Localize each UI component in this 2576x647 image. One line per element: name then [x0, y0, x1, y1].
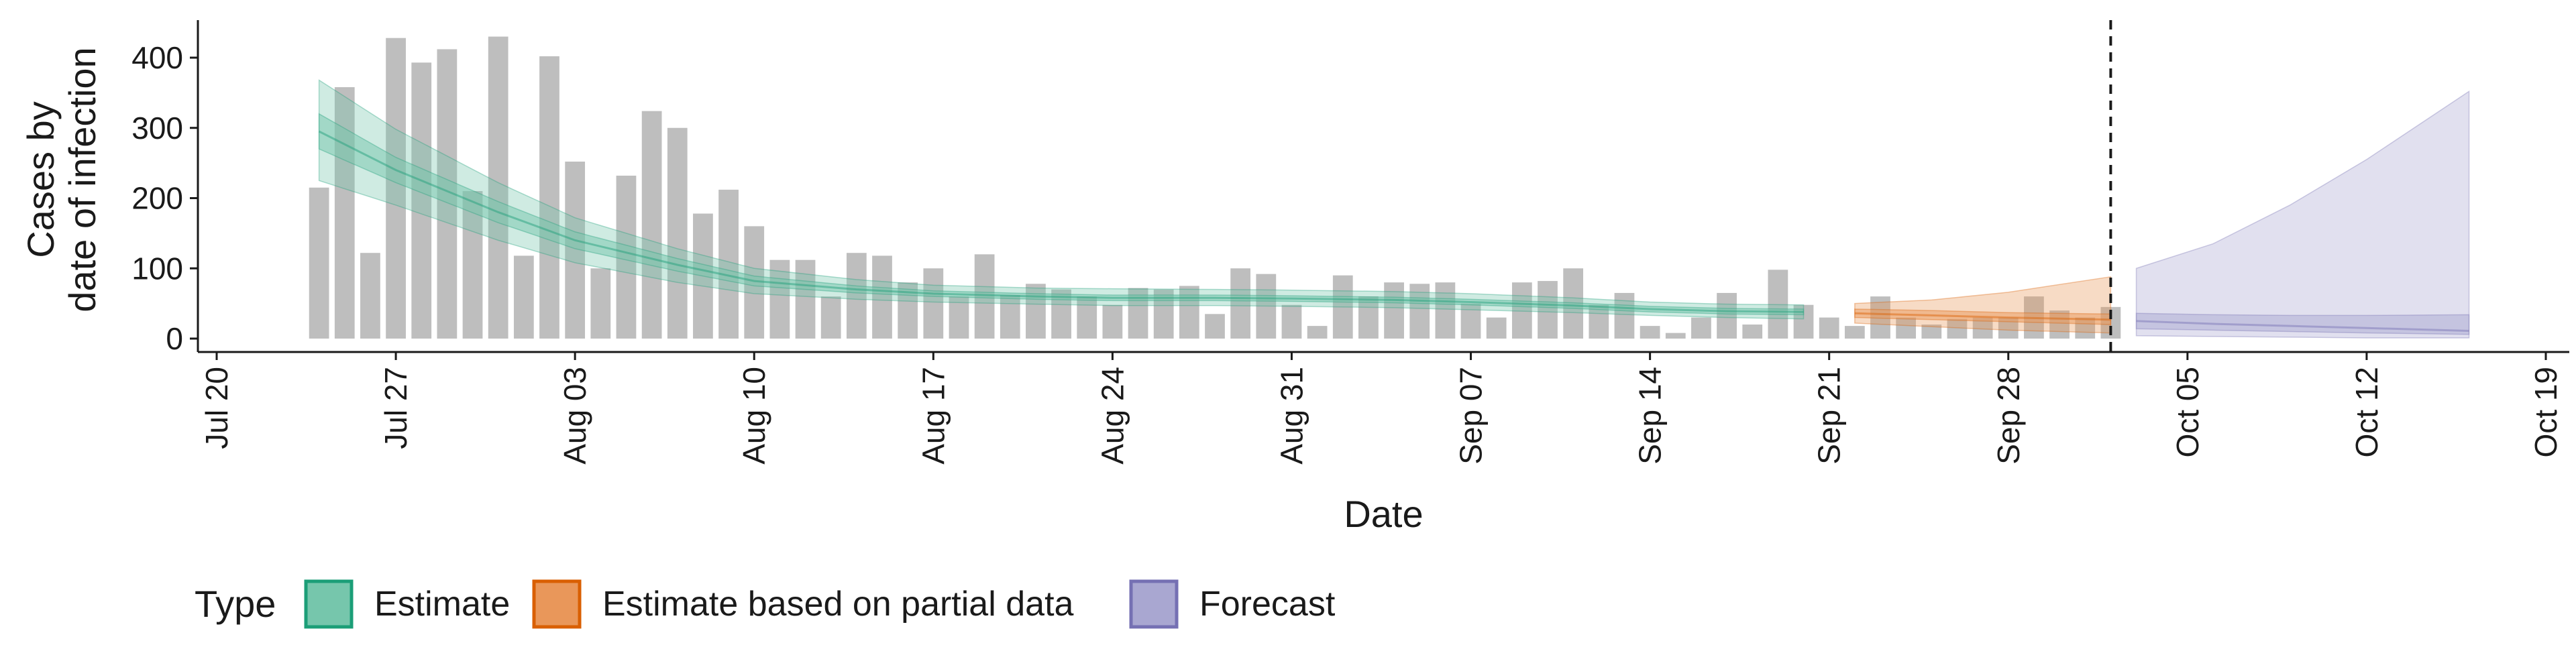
bar-2020-09-21	[1819, 317, 1839, 339]
bar-2020-08-23	[1077, 296, 1097, 339]
bar-2020-09-18	[1742, 325, 1763, 339]
forecast-ribbon-50	[2135, 312, 2470, 335]
bar-2020-08-11	[769, 259, 790, 339]
bar-2020-08-28	[1205, 314, 1225, 339]
x-tick-label-2020-08-03: Aug 03	[557, 367, 592, 465]
y-axis-title-line-1: Cases by	[19, 101, 62, 257]
bar-2020-07-31	[488, 36, 508, 339]
reported-cases-bars	[309, 36, 2121, 339]
bar-2020-07-30	[462, 191, 483, 339]
bar-2020-09-05	[1409, 284, 1430, 339]
bar-2020-09-14	[1640, 326, 1660, 339]
bar-2020-09-16	[1691, 317, 1711, 339]
legend-label-3: Forecast	[1199, 585, 1336, 624]
x-tick-label-2020-09-21: Sep 21	[1812, 367, 1847, 465]
bar-2020-08-09	[718, 189, 739, 339]
y-tick-label-100: 100	[131, 251, 183, 286]
axes: 0 100 200 300 400 Jul 20 Jul 27 Aug 03 Aug 10 Aug…	[19, 20, 2569, 535]
bar-2020-09-26	[1947, 318, 1968, 339]
estimate-ribbon-50	[318, 113, 1805, 316]
x-tick-label-2020-10-12: Oct 12	[2349, 367, 2384, 458]
bar-2020-09-06	[1435, 282, 1456, 339]
bar-2020-09-12	[1589, 304, 1609, 339]
bar-2020-09-25	[1921, 325, 1942, 339]
bar-2020-09-01	[1307, 326, 1328, 339]
bar-2020-09-07	[1460, 303, 1481, 339]
x-tick-label-2020-09-14: Sep 14	[1633, 367, 1668, 465]
bar-2020-09-19	[1768, 270, 1788, 339]
bar-2020-08-18	[949, 296, 969, 339]
legend: Type Estimate Estimate based on partial da…	[195, 579, 1336, 629]
x-tick-label-2020-07-27: Jul 27	[378, 367, 413, 449]
bar-2020-09-02	[1332, 275, 1353, 339]
bar-2020-08-06	[641, 111, 662, 339]
legend-label-2: Estimate based on partial data	[602, 585, 1074, 624]
bar-2020-08-02	[539, 56, 559, 339]
bar-2020-08-24	[1102, 304, 1123, 339]
bar-2020-08-29	[1230, 268, 1251, 339]
y-tick-label-200: 200	[131, 181, 183, 216]
bar-2020-09-13	[1614, 292, 1635, 339]
bar-2020-08-27	[1179, 286, 1199, 339]
bar-2020-09-04	[1384, 282, 1404, 339]
bar-2020-09-09	[1511, 282, 1532, 339]
bar-2020-09-22	[1844, 326, 1865, 339]
x-tick-label-2020-10-05: Oct 05	[2170, 367, 2205, 458]
partial-median-line	[1854, 312, 2111, 321]
x-tick-label-2020-07-20: Jul 20	[199, 367, 234, 449]
bar-2020-08-20	[1000, 295, 1020, 339]
x-tick-label-2020-08-31: Aug 31	[1274, 367, 1309, 465]
legend-key-3	[1129, 579, 1179, 629]
x-tick-label-2020-09-28: Sep 28	[1991, 367, 2026, 465]
bar-2020-08-15	[872, 255, 892, 339]
x-tick-label-2020-08-10: Aug 10	[737, 367, 771, 465]
legend-key-1	[304, 579, 354, 629]
bar-2020-09-10	[1538, 281, 1558, 339]
bar-2020-08-04	[590, 268, 611, 339]
y-tick-label-300: 300	[131, 111, 183, 145]
x-tick-label-2020-10-19: Oct 19	[2528, 367, 2563, 458]
partial-ribbon-90	[1854, 276, 2112, 334]
bar-2020-09-17	[1717, 292, 1737, 339]
y-tick-label-0: 0	[166, 321, 183, 356]
forecast-ribbon-90	[2135, 90, 2470, 339]
bar-2020-08-13	[820, 296, 841, 339]
x-tick-label-2020-08-24: Aug 24	[1095, 367, 1130, 465]
bar-2020-08-12	[795, 259, 816, 339]
x-tick-label-2020-08-17: Aug 17	[916, 367, 951, 465]
legend-key-2	[532, 579, 582, 629]
bar-2020-07-24	[309, 187, 329, 339]
estimate-ribbons	[318, 20, 2470, 352]
bar-2020-09-24	[1896, 317, 1917, 339]
estimate-median-line	[318, 130, 1804, 313]
bar-2020-08-01	[513, 255, 534, 339]
partial-ribbon-50	[1854, 308, 2112, 325]
bar-2020-08-07	[667, 127, 688, 339]
y-axis-title-line-2: date of infection	[61, 47, 103, 312]
bar-2020-09-03	[1358, 296, 1379, 339]
bar-2020-08-14	[846, 253, 867, 339]
forecast-median-line	[2136, 320, 2469, 332]
bar-2020-08-17	[923, 268, 944, 339]
estimate-ribbon-90	[318, 79, 1805, 320]
bar-2020-07-28	[411, 62, 432, 339]
x-axis-title: Date	[1344, 493, 1423, 535]
bar-2020-09-15	[1665, 333, 1686, 339]
y-tick-label-400: 400	[131, 40, 183, 75]
bar-2020-07-27	[386, 38, 406, 339]
bar-2020-08-21	[1026, 284, 1046, 339]
legend-label-1: Estimate	[374, 585, 510, 624]
bar-2020-07-26	[360, 253, 380, 339]
bar-2020-08-30	[1256, 274, 1277, 339]
bar-2020-09-08	[1486, 317, 1507, 339]
legend-title: Type	[195, 583, 276, 625]
bar-2020-08-31	[1281, 304, 1302, 339]
x-tick-label-2020-09-07: Sep 07	[1454, 367, 1489, 465]
